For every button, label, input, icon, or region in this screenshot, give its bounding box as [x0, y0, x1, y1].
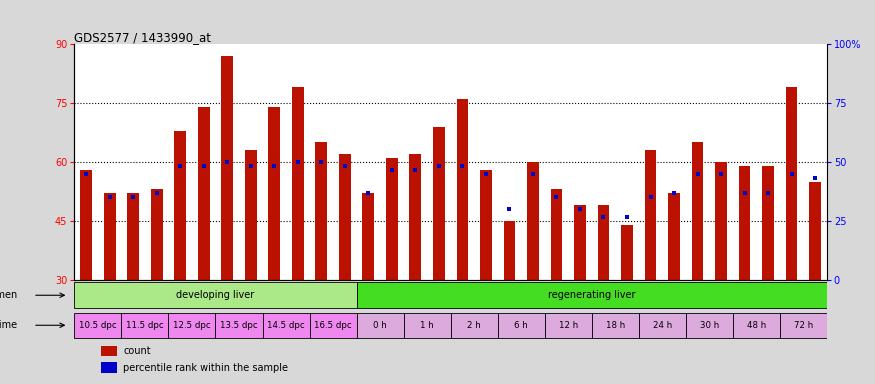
Text: 72 h: 72 h — [794, 321, 813, 330]
Bar — [174, 131, 186, 280]
Text: 30 h: 30 h — [700, 321, 719, 330]
Bar — [480, 170, 492, 280]
Bar — [339, 154, 351, 280]
Bar — [245, 150, 256, 280]
Text: GDS2577 / 1433990_at: GDS2577 / 1433990_at — [74, 31, 212, 44]
Bar — [198, 107, 210, 280]
Bar — [457, 99, 468, 280]
Bar — [168, 313, 215, 338]
Text: 12 h: 12 h — [558, 321, 578, 330]
Bar — [527, 162, 539, 280]
Bar — [362, 194, 374, 280]
Text: 11.5 dpc: 11.5 dpc — [126, 321, 164, 330]
Text: 2 h: 2 h — [467, 321, 481, 330]
Text: 24 h: 24 h — [653, 321, 672, 330]
Bar — [315, 142, 327, 280]
Text: 12.5 dpc: 12.5 dpc — [173, 321, 211, 330]
Bar — [498, 313, 544, 338]
Text: 16.5 dpc: 16.5 dpc — [314, 321, 352, 330]
Bar — [74, 313, 122, 338]
Bar — [668, 194, 680, 280]
Text: 13.5 dpc: 13.5 dpc — [220, 321, 258, 330]
Text: 10.5 dpc: 10.5 dpc — [79, 321, 116, 330]
Bar — [74, 282, 357, 308]
Text: specimen: specimen — [0, 290, 18, 300]
Bar — [101, 346, 117, 356]
Bar — [621, 225, 633, 280]
Bar — [262, 313, 310, 338]
Text: developing liver: developing liver — [177, 290, 255, 300]
Bar — [433, 127, 444, 280]
Bar — [357, 313, 403, 338]
Text: count: count — [123, 346, 150, 356]
Bar — [269, 107, 280, 280]
Bar — [691, 142, 704, 280]
Bar — [357, 282, 827, 308]
Bar — [410, 154, 421, 280]
Text: 6 h: 6 h — [514, 321, 528, 330]
Bar — [550, 189, 563, 280]
Bar — [544, 313, 592, 338]
Bar — [215, 313, 262, 338]
Bar — [386, 158, 398, 280]
Bar — [686, 313, 733, 338]
Bar — [598, 205, 609, 280]
Text: 14.5 dpc: 14.5 dpc — [267, 321, 304, 330]
Bar — [762, 166, 774, 280]
Bar — [221, 56, 233, 280]
Bar — [715, 162, 727, 280]
Bar — [292, 88, 304, 280]
Bar — [645, 150, 656, 280]
Bar — [101, 362, 117, 373]
Bar — [780, 313, 827, 338]
Bar — [639, 313, 686, 338]
Bar — [104, 194, 116, 280]
Bar — [574, 205, 586, 280]
Bar — [809, 182, 821, 280]
Bar — [403, 313, 451, 338]
Bar — [127, 194, 139, 280]
Bar — [786, 88, 797, 280]
Bar — [738, 166, 751, 280]
Text: time: time — [0, 320, 18, 330]
Bar — [733, 313, 780, 338]
Text: regenerating liver: regenerating liver — [548, 290, 635, 300]
Text: percentile rank within the sample: percentile rank within the sample — [123, 362, 288, 372]
Bar — [80, 170, 92, 280]
Text: 0 h: 0 h — [374, 321, 387, 330]
Bar — [122, 313, 168, 338]
Bar — [592, 313, 639, 338]
Text: 18 h: 18 h — [606, 321, 625, 330]
Bar — [451, 313, 498, 338]
Bar — [503, 221, 515, 280]
Text: 48 h: 48 h — [746, 321, 766, 330]
Text: 1 h: 1 h — [420, 321, 434, 330]
Bar — [310, 313, 357, 338]
Bar — [150, 189, 163, 280]
